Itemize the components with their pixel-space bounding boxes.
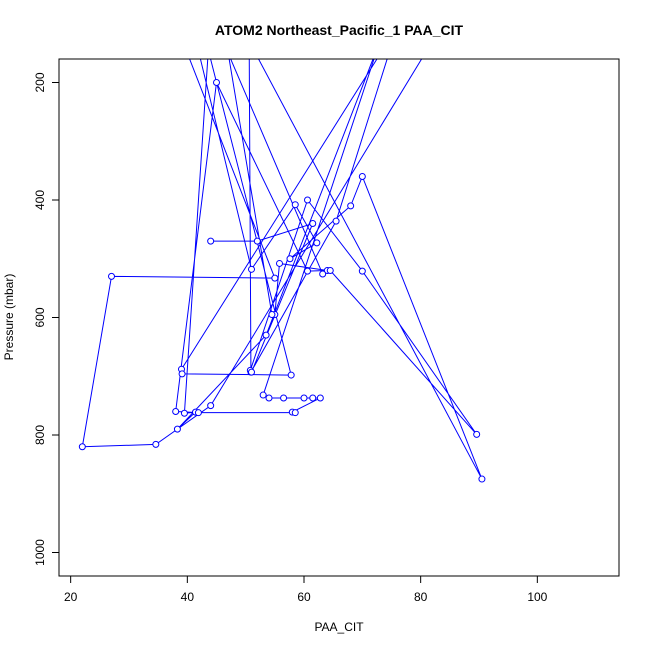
y-tick-label: 1000 [33,539,47,566]
data-point [291,409,299,417]
data-point [332,217,340,225]
x-tick-label: 80 [414,590,428,604]
y-tick-label: 400 [33,190,47,210]
y-tick-label: 600 [33,307,47,327]
points-layer [78,79,486,483]
x-tick-label: 40 [181,590,195,604]
data-point [347,202,355,210]
data-point [319,270,327,278]
x-axis: 20 40 60 80 100 [64,576,548,604]
data-point [259,391,267,399]
data-point [253,237,261,245]
series-line [81,59,483,480]
data-point [178,370,186,378]
data-point [478,475,486,483]
data-point [358,267,366,275]
data-point [304,196,311,204]
data-point [280,394,288,402]
data-point [180,409,188,417]
series-layer [81,59,483,480]
data-point [291,201,299,209]
data-point [287,371,295,379]
data-point [194,409,202,417]
data-point [473,430,481,438]
y-axis: 200 400 600 800 1000 [33,72,59,566]
data-point [207,237,215,245]
data-point [152,440,160,448]
x-tick-label: 100 [527,590,547,604]
data-point [265,394,273,402]
data-point [326,267,334,274]
data-point [313,239,321,247]
data-point [358,173,366,180]
data-point [316,394,324,402]
data-point [262,331,270,339]
data-point [213,79,220,86]
data-point [78,443,86,451]
x-axis-label: PAA_CIT [314,620,364,634]
data-point [271,274,279,282]
y-tick-label: 200 [33,72,47,92]
data-point [309,394,317,402]
chart-title: ATOM2 Northeast_Pacific_1 PAA_CIT [215,22,464,38]
y-tick-label: 800 [33,425,47,445]
data-point [268,311,276,319]
x-tick-label: 60 [297,590,311,604]
data-point [309,220,317,227]
data-point [207,402,215,410]
data-point [108,272,115,280]
data-point [248,368,255,376]
x-tick-label: 20 [64,590,78,604]
data-point [248,265,255,273]
data-point [173,425,181,433]
data-point [172,408,180,415]
data-point [304,267,311,275]
data-point [300,394,308,402]
plot-frame [58,58,620,577]
data-point [276,259,283,267]
y-axis-label: Pressure (mbar) [2,274,16,361]
data-point [286,255,294,263]
